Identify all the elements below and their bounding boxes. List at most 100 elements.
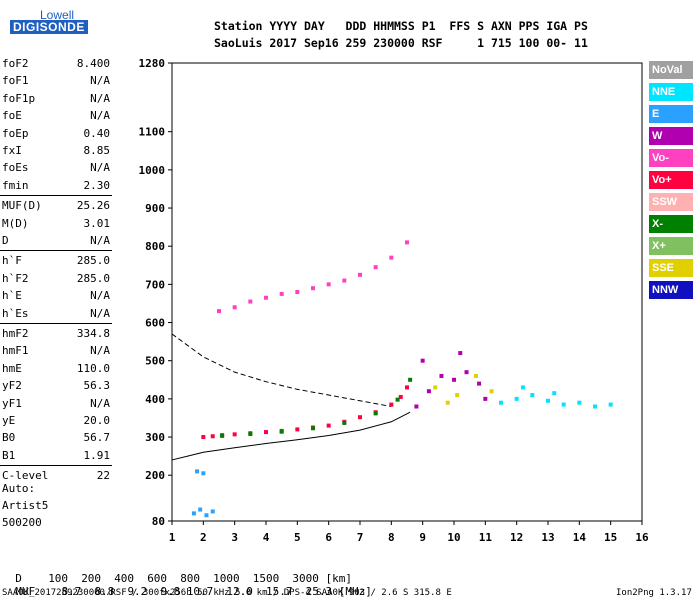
echo-point-second-hop bbox=[358, 272, 362, 277]
muf-table-muf-row: MUF 8.7 8.8 9.2 9.8 10.7 12.0 15.7 25.3 [MHz] bbox=[2, 572, 372, 598]
echo-point-scatter-NNE bbox=[561, 402, 566, 407]
legend-item-e: E bbox=[649, 105, 693, 123]
d-value: 1000 bbox=[213, 572, 240, 585]
x-tick-label: 4 bbox=[263, 531, 270, 544]
param-label: hmF1 bbox=[2, 344, 29, 358]
muf-value: 25.3 bbox=[305, 585, 333, 598]
echo-point-scatter-NNE bbox=[552, 391, 557, 396]
param-value: N/A bbox=[90, 396, 110, 410]
echo-point-F-trace bbox=[405, 385, 409, 390]
x-tick-label: 11 bbox=[479, 531, 493, 544]
param-value: 25.26 bbox=[76, 199, 110, 213]
echo-point-F-trace bbox=[295, 427, 300, 432]
muf-value: 8.7 bbox=[61, 585, 82, 598]
echo-point-second-hop bbox=[295, 290, 300, 294]
param-label: MUF(D) bbox=[2, 199, 42, 213]
echo-point-scatter-NNE bbox=[608, 402, 613, 407]
d-value: 200 bbox=[81, 572, 102, 585]
echo-point-scatter-F bbox=[483, 396, 488, 401]
param-value: 334.8 bbox=[76, 327, 110, 340]
x-tick-label: 12 bbox=[510, 531, 523, 544]
echo-point-low-E bbox=[210, 509, 215, 514]
echo-point-scatter-SSE bbox=[433, 385, 438, 390]
d-value: 1500 bbox=[252, 572, 280, 585]
param-label: h`F2 bbox=[2, 271, 29, 285]
y-tick-label: 600 bbox=[145, 317, 165, 330]
muf-value: 10.7 bbox=[186, 585, 214, 598]
param-value: 110.0 bbox=[76, 361, 110, 375]
param-label: M(D) bbox=[2, 216, 29, 230]
echo-point-scatter-F bbox=[477, 381, 482, 386]
param-label: hmE bbox=[2, 361, 22, 375]
echo-point-scatter-F bbox=[458, 351, 463, 356]
echo-point-scatter-NNE bbox=[514, 396, 519, 401]
param-b0: B0 56.7 bbox=[2, 429, 110, 446]
param-hf: h`F 285.0 bbox=[2, 252, 110, 269]
echo-point-scatter-F bbox=[426, 389, 431, 394]
muf-value: 9.8 bbox=[160, 585, 181, 598]
x-tick-label: 7 bbox=[357, 531, 364, 544]
echo-point-F-trace bbox=[264, 430, 268, 435]
legend-item-nnw: NNW bbox=[649, 281, 693, 299]
y-tick-label: 1100 bbox=[139, 126, 166, 139]
param-fxi: fxI 8.85 bbox=[2, 142, 110, 159]
auto-label: Auto: bbox=[2, 482, 36, 495]
footer-version: Ion2Png 1.3.17 bbox=[616, 588, 692, 598]
echo-point-F-trace-green bbox=[311, 426, 315, 431]
logo-digisonde: DIGISONDE bbox=[10, 20, 88, 34]
echo-point-second-hop bbox=[389, 255, 394, 260]
param-value: N/A bbox=[90, 74, 110, 88]
echo-point-scatter-SSE bbox=[489, 389, 494, 394]
echo-point-second-hop bbox=[326, 282, 331, 287]
param-fof2: foF2 8.400 bbox=[2, 55, 110, 72]
param-fof1: foF1 N/A bbox=[2, 72, 110, 89]
plot-area bbox=[171, 62, 643, 522]
legend-item-sse: SSE bbox=[649, 259, 693, 277]
header-line-2: SaoLuis 2017 Sep16 259 230000 RSF 1 715 … bbox=[214, 36, 588, 50]
param-label: yF2 bbox=[2, 379, 22, 393]
x-tick-label: 6 bbox=[325, 531, 332, 544]
echo-point-scatter-NNE bbox=[593, 404, 597, 409]
d-label: D bbox=[15, 572, 22, 585]
echo-point-low-E bbox=[204, 513, 209, 518]
param-label: fmin bbox=[2, 178, 29, 192]
d-unit: [km] bbox=[325, 572, 352, 585]
echo-point-F-trace-green bbox=[248, 431, 253, 436]
muf-value: 8.8 bbox=[94, 585, 115, 598]
echo-point-scatter-F bbox=[439, 373, 444, 378]
auto-artist: Artist5 bbox=[2, 499, 49, 512]
x-tick-label: 5 bbox=[294, 531, 301, 544]
param-separator bbox=[0, 465, 112, 467]
param-label: h`Es bbox=[2, 306, 29, 320]
param-value: 8.85 bbox=[83, 144, 111, 157]
echo-point-scatter-F bbox=[420, 358, 425, 363]
param-value: 2.30 bbox=[83, 178, 111, 192]
param-label: fxI bbox=[2, 144, 22, 157]
param-hmf2: hmF2 334.8 bbox=[2, 325, 110, 342]
echo-point-second-hop bbox=[405, 240, 409, 245]
param-he: h`E N/A bbox=[2, 287, 110, 304]
y-tick-label: 300 bbox=[145, 431, 165, 444]
y-tick-label: 700 bbox=[145, 278, 165, 291]
param-hme: hmE 110.0 bbox=[2, 360, 110, 377]
param-label: foE bbox=[2, 109, 22, 123]
echo-point-second-hop bbox=[264, 295, 268, 300]
x-tick-label: 16 bbox=[635, 531, 649, 544]
param-fof1p: foF1p N/A bbox=[2, 90, 110, 107]
echo-point-F-trace bbox=[398, 394, 403, 399]
param-yf2: yF2 56.3 bbox=[2, 377, 110, 394]
profile-dashed bbox=[171, 333, 392, 407]
echo-point-F-trace-green bbox=[279, 429, 284, 434]
param-hes: h`Es N/A bbox=[2, 305, 110, 322]
profile-curves bbox=[171, 333, 411, 461]
echo-point-F-trace bbox=[201, 435, 206, 440]
echo-point-F-trace-green bbox=[373, 411, 378, 416]
param-separator bbox=[0, 323, 112, 324]
footer-info: SAA0K_2017259230000.RSF / 300fx256h 50 k… bbox=[2, 588, 452, 598]
echo-point-F-trace-green bbox=[342, 420, 347, 425]
param-label: h`E bbox=[2, 289, 22, 303]
param-hmf1: hmF1 N/A bbox=[2, 342, 110, 359]
param-value: 56.7 bbox=[83, 431, 111, 445]
param-b1: B1 1.91 bbox=[2, 447, 110, 464]
legend-item-w: W bbox=[649, 127, 693, 145]
